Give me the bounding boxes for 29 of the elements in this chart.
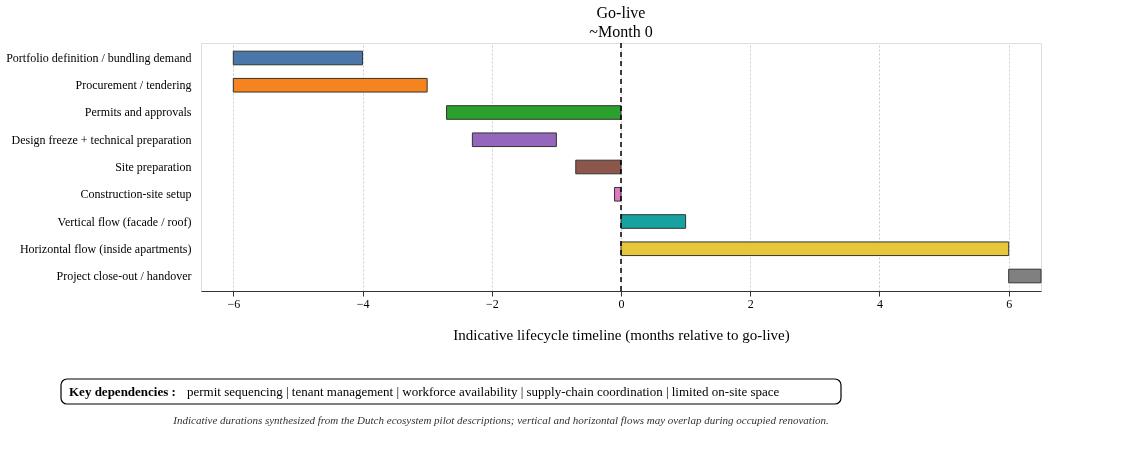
bar [232, 77, 428, 93]
bar [575, 159, 622, 175]
ref-line-label: Go-live ~Month 0 [589, 4, 653, 40]
y-tick-label: Portfolio definition / bundling demand [6, 50, 192, 65]
bar [620, 214, 687, 229]
y-tick-label: Procurement / tendering [75, 78, 192, 93]
text: Indicative durations synthesized from the Dutch ecosystem pilot descriptions; vertical and horizontal flows may overlap during occupied renovation. [172, 414, 829, 426]
x-axis-title: Indicative lifecycle timeline (months relative to go-live) [453, 326, 790, 344]
bar [232, 50, 364, 66]
x-tick-label: −6 [227, 296, 241, 311]
x-tick-label: 2 [747, 296, 754, 311]
text: permit sequencing | tenant management | workforce availability | supply-chain coordination | limited on-site space [187, 383, 780, 399]
y-tick-label: Construction-site setup [80, 187, 192, 202]
bar [620, 241, 1010, 257]
y-tick-label: Site preparation [115, 160, 192, 174]
y-tick-label: Design freeze + technical preparation [11, 132, 192, 147]
bar [1008, 268, 1042, 284]
y-tick-label: Horizontal flow (inside apartments) [19, 241, 192, 256]
bar [446, 105, 622, 120]
bar [471, 132, 557, 148]
x-tick-label: 4 [876, 296, 883, 311]
y-tick-label: Vertical flow (facade / roof) [57, 214, 192, 229]
x-tick-label: −4 [356, 296, 370, 311]
x-tick-label: 0 [618, 296, 625, 311]
text: Key dependencies : [69, 383, 176, 399]
x-tick-label: 6 [1006, 296, 1013, 311]
y-tick-label: Project close-out / handover [56, 269, 192, 284]
y-tick-label: Permits and approvals [84, 105, 192, 120]
x-tick-label: −2 [485, 296, 499, 311]
